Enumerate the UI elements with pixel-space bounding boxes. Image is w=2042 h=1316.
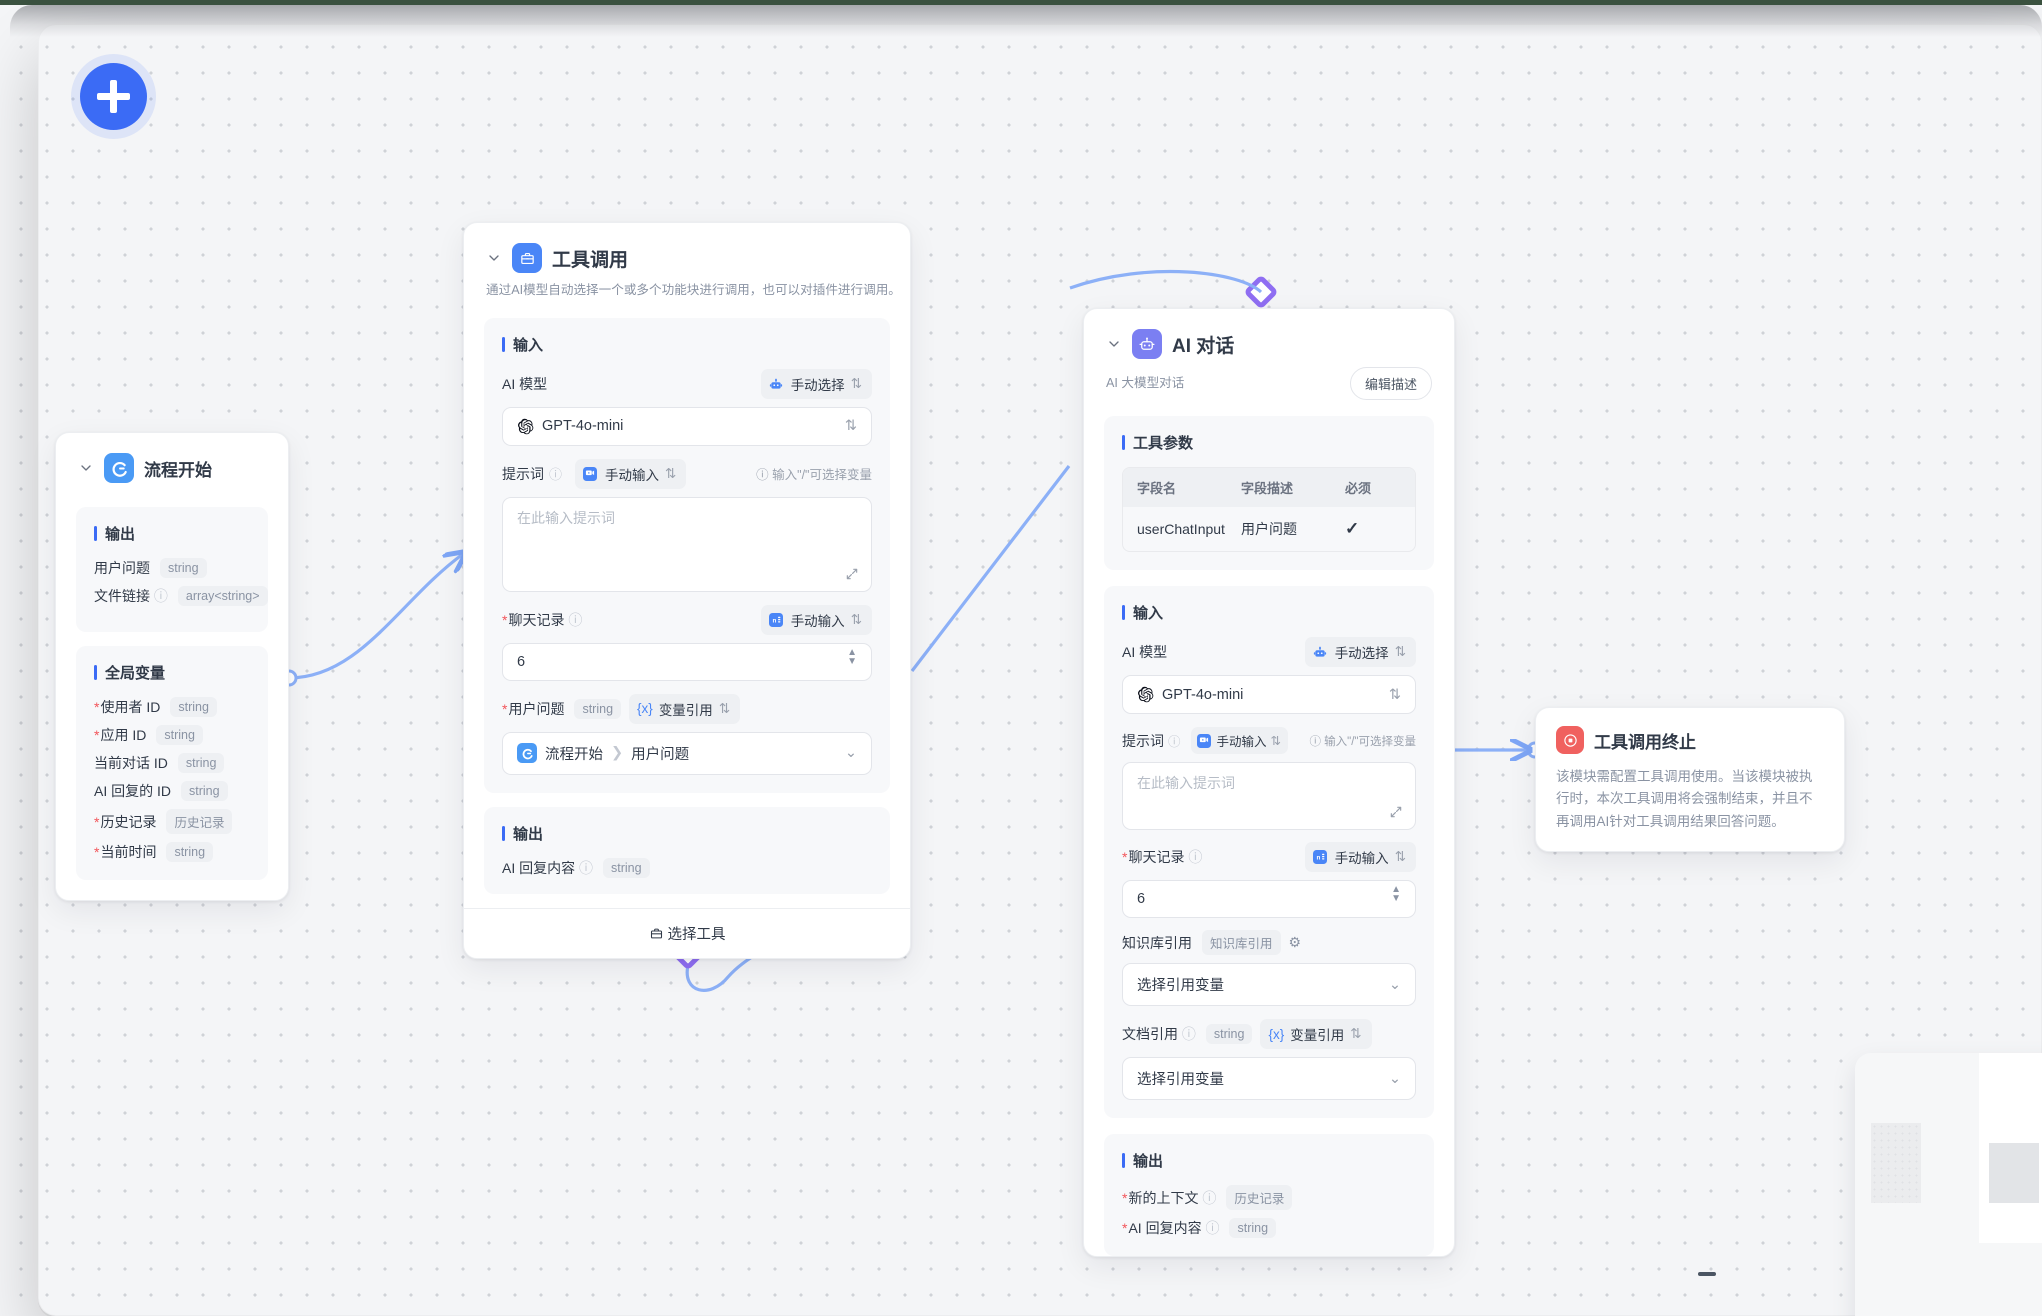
svg-text:n: n [1316, 855, 1320, 862]
svg-text:n: n [772, 618, 776, 625]
